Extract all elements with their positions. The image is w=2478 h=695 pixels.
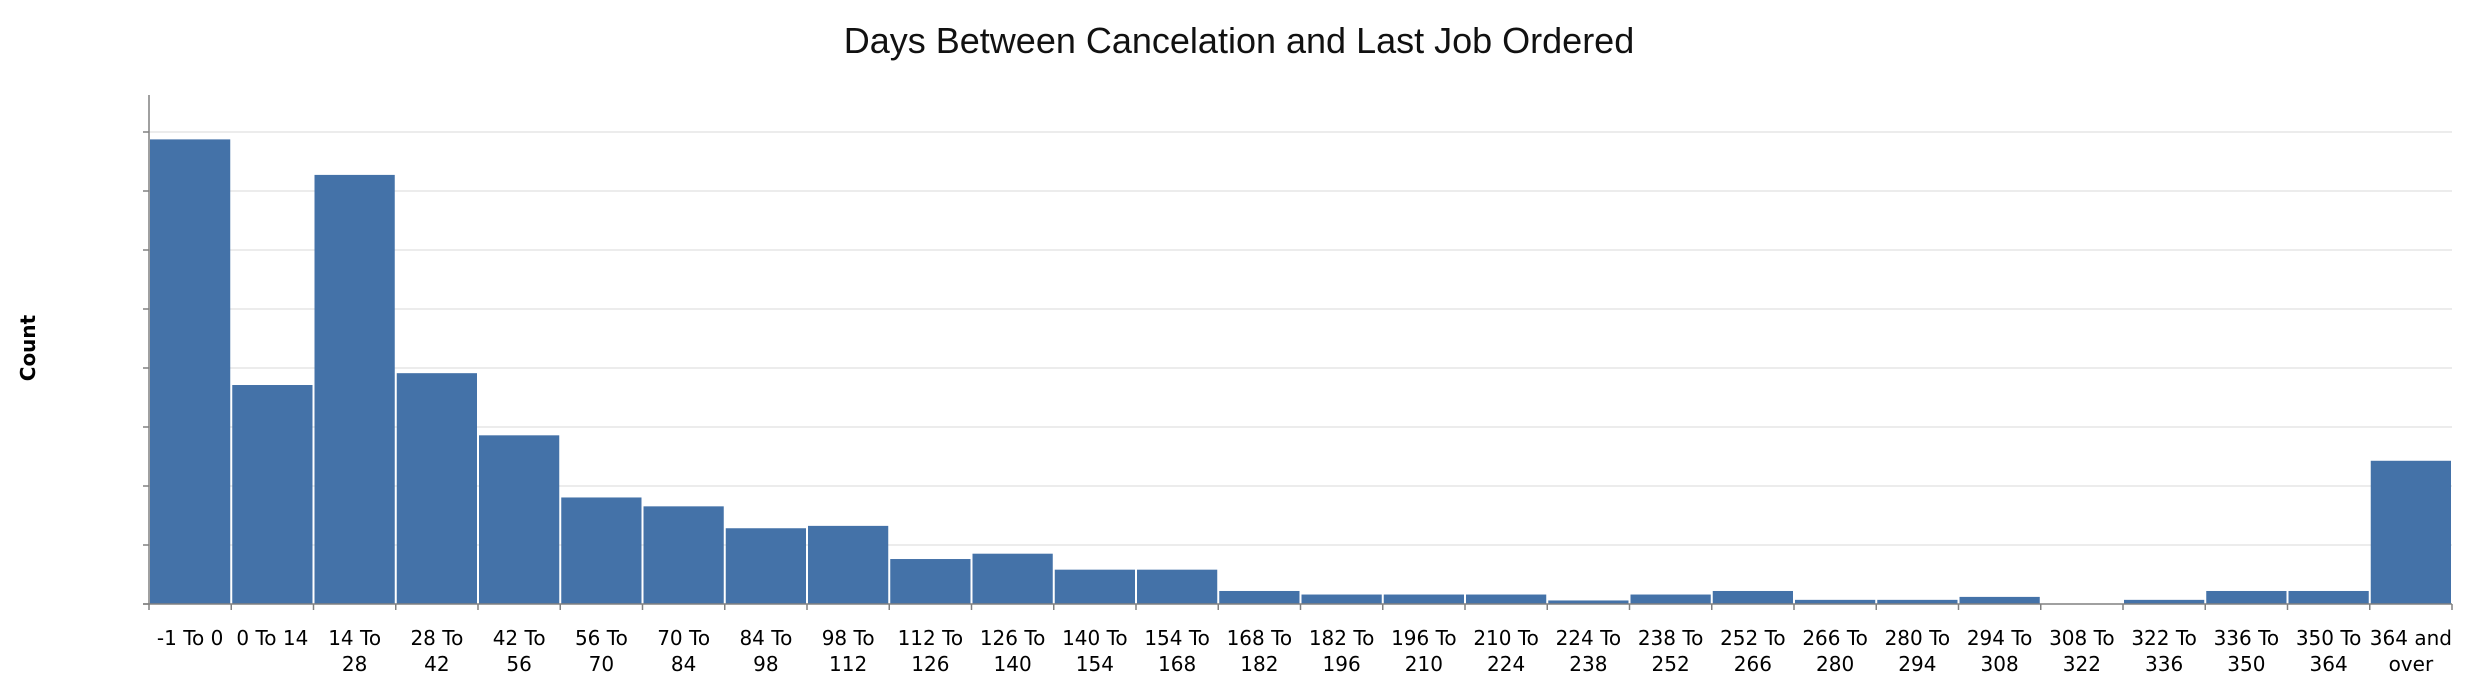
x-tick-label: 140 To 154 bbox=[1062, 626, 1128, 676]
bar bbox=[725, 528, 806, 604]
x-tick-label: 70 To 84 bbox=[657, 626, 710, 676]
bar bbox=[1219, 590, 1300, 604]
x-tick-label: 182 To 196 bbox=[1309, 626, 1375, 676]
x-tick-label: 364 and over bbox=[2370, 626, 2452, 676]
bar bbox=[2288, 590, 2369, 604]
x-tick-label: 224 To 238 bbox=[1556, 626, 1622, 676]
bar bbox=[1877, 599, 1958, 604]
x-tick-label: 168 To 182 bbox=[1227, 626, 1293, 676]
bar bbox=[643, 506, 724, 604]
bar bbox=[1301, 594, 1382, 604]
x-tick-label: 252 To 266 bbox=[1720, 626, 1786, 676]
x-tick-label: 336 To 350 bbox=[2214, 626, 2280, 676]
bar bbox=[232, 385, 313, 604]
bar bbox=[890, 559, 971, 604]
x-tick-label: 294 To 308 bbox=[1967, 626, 2033, 676]
x-tick-label: 280 To 294 bbox=[1885, 626, 1951, 676]
bar bbox=[479, 435, 560, 604]
bar bbox=[808, 525, 889, 604]
bar bbox=[1137, 569, 1218, 604]
x-tick-label: 238 To 252 bbox=[1638, 626, 1704, 676]
x-tick-label: 84 To 98 bbox=[739, 626, 792, 676]
bar bbox=[1712, 590, 1793, 604]
bar bbox=[2124, 599, 2205, 604]
x-tick-label: 56 To 70 bbox=[575, 626, 628, 676]
bar bbox=[1548, 600, 1629, 604]
bar bbox=[150, 139, 231, 605]
bar bbox=[1383, 594, 1464, 604]
bar bbox=[2206, 590, 2287, 604]
bar bbox=[314, 174, 395, 604]
x-tick-label: 0 To 14 bbox=[236, 626, 308, 650]
bar bbox=[561, 497, 642, 604]
bar bbox=[1630, 594, 1711, 604]
x-tick-label: 154 To 168 bbox=[1144, 626, 1210, 676]
x-tick-label: 196 To 210 bbox=[1391, 626, 1457, 676]
x-tick-label: 14 To 28 bbox=[328, 626, 381, 676]
x-tick-label: 210 To 224 bbox=[1473, 626, 1539, 676]
x-tick-label: -1 To 0 bbox=[157, 626, 223, 650]
x-tick-label: 98 To 112 bbox=[822, 626, 875, 676]
x-tick-label: 322 To 336 bbox=[2131, 626, 2197, 676]
chart-title: Days Between Cancelation and Last Job Or… bbox=[843, 20, 1635, 61]
bar bbox=[1054, 569, 1135, 604]
x-tick-label: 266 To 280 bbox=[1802, 626, 1868, 676]
x-tick-label: 126 To 140 bbox=[980, 626, 1046, 676]
bar bbox=[972, 553, 1053, 604]
bar bbox=[396, 373, 477, 604]
bar bbox=[1795, 599, 1876, 604]
x-tick-label: 308 To 322 bbox=[2049, 626, 2115, 676]
x-tick-label: 350 To 364 bbox=[2296, 626, 2362, 676]
x-tick-label: 42 To 56 bbox=[493, 626, 546, 676]
x-tick-label: 28 To 42 bbox=[410, 626, 463, 676]
bar bbox=[2370, 460, 2451, 604]
bar bbox=[1466, 594, 1547, 604]
bar bbox=[1959, 596, 2040, 604]
x-tick-label: 112 To 126 bbox=[898, 626, 964, 676]
